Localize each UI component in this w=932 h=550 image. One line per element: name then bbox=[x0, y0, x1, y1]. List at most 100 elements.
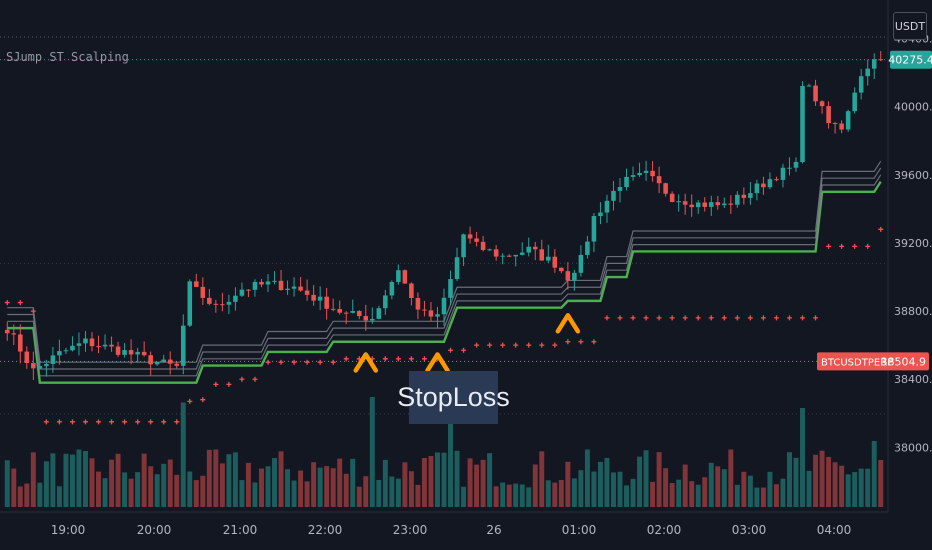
volume-bar bbox=[461, 486, 467, 507]
stop-mark bbox=[852, 243, 858, 249]
stop-mark bbox=[82, 419, 88, 425]
stop-mark bbox=[578, 339, 584, 345]
volume-bar bbox=[17, 486, 23, 507]
currency-selector[interactable]: USDT bbox=[893, 12, 927, 40]
volume-bar bbox=[754, 487, 760, 507]
candle-body bbox=[389, 282, 395, 296]
candle-body bbox=[487, 249, 492, 251]
volume-bar bbox=[408, 471, 414, 507]
stop-mark bbox=[343, 356, 349, 362]
candle-body bbox=[761, 183, 766, 188]
stop-mark bbox=[630, 315, 636, 321]
volume-bar bbox=[363, 476, 369, 507]
volume-bar bbox=[845, 474, 851, 507]
volume-bar bbox=[219, 463, 225, 507]
volume-bar bbox=[435, 452, 440, 507]
volume-bar bbox=[839, 465, 845, 507]
candle-body bbox=[552, 256, 558, 268]
volume-bar bbox=[597, 461, 603, 507]
volume-bar bbox=[330, 468, 336, 507]
volume-bar bbox=[545, 480, 551, 507]
signal-markers bbox=[353, 313, 581, 373]
candle-body bbox=[546, 256, 551, 261]
volume-bar bbox=[161, 463, 167, 507]
stop-mark bbox=[461, 347, 467, 353]
volume-bar bbox=[663, 468, 669, 507]
candle-body bbox=[474, 238, 479, 242]
price-tick-label: 38400.0 bbox=[894, 373, 932, 386]
volume-bar bbox=[43, 461, 49, 507]
stop-mark bbox=[513, 342, 519, 348]
volume-bar bbox=[115, 453, 121, 507]
volume-bar bbox=[298, 470, 304, 507]
volume-bar bbox=[676, 479, 682, 507]
volume-bar bbox=[343, 473, 349, 507]
candle-body bbox=[409, 283, 414, 298]
candle-body bbox=[161, 359, 166, 363]
volume-bar bbox=[24, 483, 30, 507]
candle-body bbox=[539, 249, 545, 261]
candle-body bbox=[350, 311, 356, 313]
stop-mark bbox=[213, 381, 219, 387]
candle-body bbox=[207, 297, 212, 304]
candle-body bbox=[435, 314, 440, 317]
time-tick-label: 21:00 bbox=[223, 523, 258, 537]
stop-mark bbox=[330, 359, 336, 365]
candle-body bbox=[376, 308, 382, 319]
volume-bar bbox=[591, 471, 597, 507]
volume-bar bbox=[428, 456, 434, 507]
volume-bar bbox=[96, 471, 101, 507]
stop-mark bbox=[656, 315, 662, 321]
candle-body bbox=[813, 85, 818, 102]
volume-bar bbox=[252, 482, 258, 507]
trail-band-line bbox=[7, 180, 882, 384]
volume-bar bbox=[513, 483, 519, 507]
symbol-price-value: 38504.9 bbox=[881, 355, 927, 368]
volume-bar bbox=[369, 397, 375, 507]
volume-bar bbox=[728, 449, 734, 507]
volume-bar bbox=[519, 484, 525, 507]
candle-body bbox=[187, 281, 193, 326]
volume-bar bbox=[278, 451, 284, 507]
candle-body bbox=[708, 202, 714, 207]
volume-bar bbox=[200, 475, 206, 507]
candle-body bbox=[506, 255, 512, 257]
volume-bar bbox=[806, 470, 812, 507]
candle-body bbox=[122, 350, 127, 355]
candle-body bbox=[317, 296, 323, 301]
candle-body bbox=[89, 338, 95, 347]
stop-mark bbox=[30, 308, 36, 314]
candle-body bbox=[402, 270, 408, 284]
volume-bar bbox=[526, 487, 532, 507]
stop-mark bbox=[747, 315, 753, 321]
volume-bar bbox=[395, 478, 401, 507]
candle-body bbox=[467, 234, 473, 239]
candle-body bbox=[454, 257, 460, 280]
volume-bar bbox=[187, 471, 193, 507]
volume-bar bbox=[356, 486, 362, 507]
candle-body bbox=[585, 241, 590, 255]
candle-body bbox=[630, 175, 636, 177]
stop-mark bbox=[500, 342, 506, 348]
volume-bar bbox=[611, 472, 616, 507]
stop-mark bbox=[552, 342, 558, 348]
candle-body bbox=[461, 234, 466, 258]
volume-bar bbox=[624, 485, 629, 507]
candle-body bbox=[272, 280, 277, 282]
candle-body bbox=[174, 363, 180, 366]
volume-bar bbox=[206, 449, 212, 507]
candle-body bbox=[624, 176, 629, 188]
candle-body bbox=[180, 325, 186, 366]
volume-bar bbox=[656, 452, 662, 507]
candle-body bbox=[845, 111, 851, 130]
candle-body bbox=[682, 201, 688, 205]
candle-body bbox=[604, 200, 610, 213]
volume-bar bbox=[669, 483, 675, 507]
stop-mark bbox=[760, 315, 766, 321]
volume-bar bbox=[245, 462, 251, 507]
volume-bar bbox=[128, 478, 134, 507]
time-tick-label: 20:00 bbox=[137, 523, 172, 537]
volume-bar bbox=[337, 458, 343, 507]
